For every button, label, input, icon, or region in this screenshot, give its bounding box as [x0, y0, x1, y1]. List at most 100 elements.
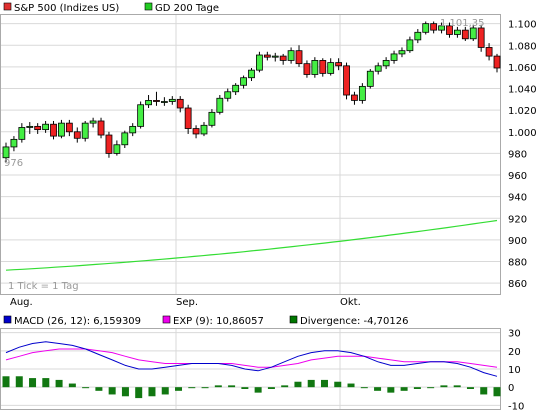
- macd-lines: [5, 341, 498, 377]
- candle-body: [232, 84, 240, 93]
- price-y-tick: 940: [508, 193, 527, 204]
- macd-hist-bar: [161, 387, 169, 395]
- candle-body: [184, 107, 192, 129]
- macd-y-tick: 30: [508, 329, 521, 340]
- price-y-tick: 960: [508, 171, 527, 182]
- candle-body: [271, 55, 279, 58]
- macd-hist-bar: [281, 385, 289, 388]
- macd-hist-bar: [320, 379, 328, 388]
- high-annotation: 1.101,35: [440, 18, 485, 29]
- macd-hist-bar: [68, 383, 76, 388]
- candle-body: [145, 100, 152, 106]
- price-y-tick: 1.000: [508, 128, 537, 139]
- candle-body: [153, 100, 160, 102]
- candle-body: [50, 123, 57, 137]
- macd-hist-bar: [347, 383, 355, 388]
- price-y-tick: 1.080: [508, 41, 537, 52]
- candle-body: [461, 29, 469, 40]
- candle-body: [469, 27, 477, 40]
- candle-body: [73, 131, 81, 139]
- candle-body: [358, 85, 366, 101]
- candle-body: [295, 50, 303, 65]
- price-y-tick: 920: [508, 214, 527, 225]
- macd-hist-bar: [29, 378, 37, 388]
- candle-body: [121, 132, 129, 146]
- price-y-tick: 1.020: [508, 106, 537, 117]
- macd-hist-bar: [440, 385, 448, 388]
- macd-hist-bar: [480, 387, 488, 395]
- candle-body: [65, 122, 73, 133]
- legend-swatch-exp: [162, 315, 171, 324]
- candle-body: [287, 50, 295, 61]
- macd-hist-bar: [148, 387, 156, 397]
- candle-body: [477, 27, 485, 48]
- price-y-axis: 860 880 900 920 940 960 980 1.000 1.020 1.040 1.06…: [508, 20, 537, 291]
- candle-body: [248, 69, 255, 79]
- candle-body: [390, 53, 398, 61]
- x-label-okt: Okt.: [340, 297, 361, 308]
- macd-hist-bar: [82, 387, 90, 389]
- macd-hist-bar: [241, 387, 249, 389]
- macd-hist-bar: [493, 387, 501, 397]
- candle-body: [160, 101, 168, 103]
- price-y-tick: 980: [508, 149, 527, 160]
- macd-hist-bar: [466, 387, 474, 389]
- candle-body: [200, 124, 208, 135]
- macd-hist-bar: [387, 387, 395, 393]
- price-y-tick: 1.060: [508, 63, 537, 74]
- x-label-sep: Sep.: [176, 297, 198, 308]
- macd-hist-bar: [228, 385, 236, 388]
- macd-hist-bar: [42, 378, 50, 388]
- macd-hist-bar: [55, 379, 63, 388]
- legend-label-gd200: GD 200 Tage: [155, 3, 219, 14]
- macd-y-tick: 20: [508, 347, 521, 358]
- candle-body: [485, 47, 493, 57]
- macd-line: [5, 341, 498, 377]
- candle-body: [374, 65, 382, 72]
- candle-body: [311, 60, 319, 75]
- macd-hist-bar: [175, 387, 183, 391]
- candle-body: [406, 39, 414, 52]
- candle-body: [343, 65, 350, 96]
- candle-body: [351, 94, 358, 101]
- macd-hist-bar: [135, 387, 143, 399]
- candle-body: [414, 31, 422, 41]
- legend-swatch-divergence: [289, 315, 298, 324]
- candle-body: [18, 127, 26, 140]
- exp-line: [5, 348, 498, 368]
- legend-swatch-gd200: [144, 2, 153, 11]
- candle-body: [216, 97, 224, 113]
- candle-body: [430, 23, 438, 31]
- ma200-layer: [5, 219, 498, 271]
- price-y-tick: 1.100: [508, 20, 537, 31]
- macd-hist-bar: [214, 385, 222, 388]
- legend-swatch-sp500: [3, 2, 12, 11]
- candle-body: [240, 77, 247, 86]
- price-y-tick: 880: [508, 258, 527, 269]
- macd-hist-bar: [360, 387, 368, 389]
- candle-body: [81, 122, 89, 139]
- macd-hist-bar: [267, 387, 275, 389]
- candle-body: [263, 54, 271, 58]
- macd-hist-bar: [294, 381, 302, 388]
- candle-body: [335, 62, 343, 67]
- candle-body: [454, 29, 461, 35]
- macd-hist-bar: [108, 387, 116, 395]
- candle-body: [208, 111, 216, 126]
- candle-body: [42, 123, 49, 131]
- candle-body: [279, 55, 287, 61]
- candle-body: [303, 63, 311, 75]
- candle-body: [10, 138, 18, 148]
- macd-hist-bar: [334, 381, 342, 388]
- candle-body: [105, 134, 113, 154]
- macd-hist-bar: [188, 387, 196, 389]
- macd-y-tick: -10: [508, 401, 524, 412]
- x-axis: Aug. Sep. Okt.: [10, 297, 361, 308]
- macd-hist-bar: [201, 387, 209, 389]
- price-panel: [0, 14, 501, 295]
- candle-body: [97, 120, 105, 136]
- macd-histogram: [2, 376, 501, 399]
- macd-hist-bar: [254, 387, 262, 393]
- candle-body: [129, 125, 137, 134]
